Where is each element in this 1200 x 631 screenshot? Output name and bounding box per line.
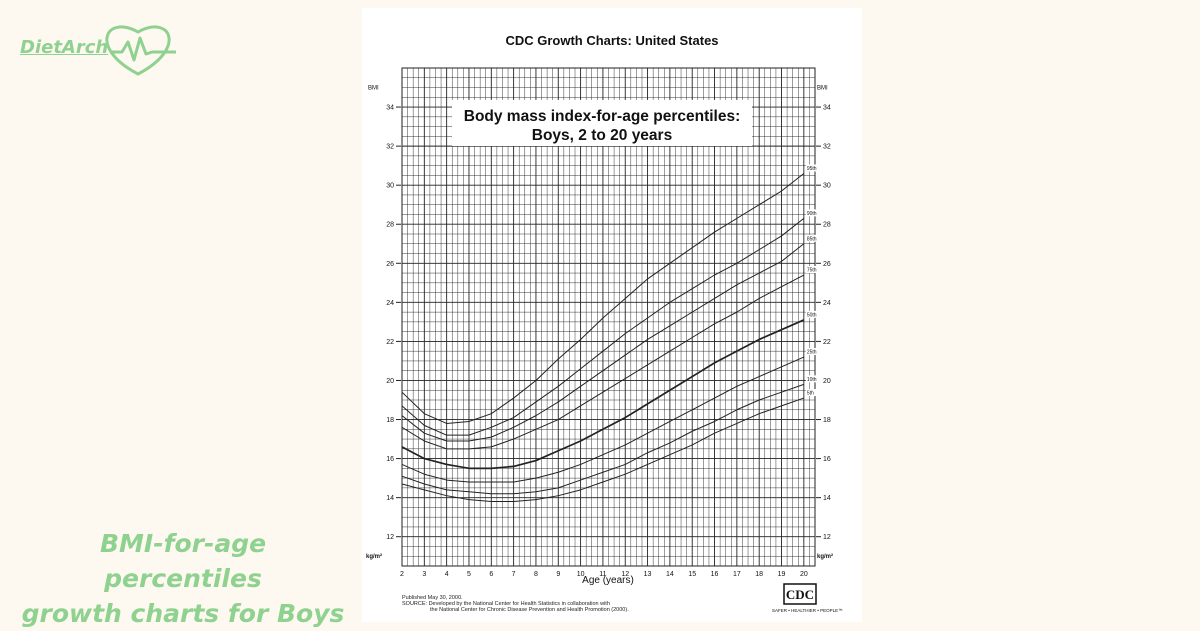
cdc-tagline: SAFER • HEALTHIER • PEOPLE™ — [772, 608, 843, 613]
y-tick-label-left: 20 — [386, 378, 394, 385]
x-tick-label: 7 — [512, 571, 516, 578]
series-label-bg-50th — [805, 310, 823, 318]
y-tick-label-left: 12 — [386, 534, 394, 541]
heart-pulse-icon — [105, 25, 176, 76]
chart-grid — [401, 67, 816, 567]
x-tick-label: 8 — [534, 571, 538, 578]
series-label-bg-5th — [805, 389, 823, 397]
series-label-10th: 10th — [807, 377, 817, 383]
bmi-chart: CDC Growth Charts: United States 12 12 14 1… — [366, 33, 843, 613]
y-tick-label-left: 22 — [386, 339, 394, 346]
y-tick-label-right: 18 — [823, 417, 831, 424]
page-caption: BMI-for-age percentiles growth charts fo… — [18, 526, 348, 631]
series-label-bg-95th — [805, 164, 823, 172]
caption-line-1: BMI-for-age percentiles — [99, 529, 267, 593]
y-tick-label-right: 12 — [823, 534, 831, 541]
series-label-bg-85th — [805, 234, 823, 242]
y-tick-label-right: 16 — [823, 456, 831, 463]
x-tick-label: 9 — [556, 571, 560, 578]
x-axis-label: Age (years) — [582, 575, 634, 586]
y-tick-label-left: 18 — [386, 417, 394, 424]
series-label-bg-10th — [805, 375, 823, 383]
y-tick-label-right: 20 — [823, 378, 831, 385]
x-tick-label: 18 — [755, 571, 763, 578]
y-tick-label-right: 22 — [823, 339, 831, 346]
y-axis-top-label-left: BMI — [368, 86, 379, 92]
series-line-5th — [401, 397, 805, 503]
series-label-50th: 50th — [807, 312, 817, 318]
y-tick-label-left: 30 — [386, 183, 394, 190]
y-tick-label-right: 30 — [823, 183, 831, 190]
y-tick-label-right: 24 — [823, 300, 831, 307]
chart-title-box — [452, 100, 752, 146]
x-tick-label: 13 — [644, 571, 652, 578]
brand-logo[interactable] — [18, 18, 188, 78]
series-label-bg-75th — [805, 266, 823, 274]
series-line-25th — [401, 356, 805, 483]
growth-chart-sheet: CDC Growth Charts: United States 12 12 14 1… — [362, 8, 862, 622]
y-tick-label-left: 14 — [386, 495, 394, 502]
x-tick-label: 3 — [422, 571, 426, 578]
series-label-90th: 90th — [807, 211, 817, 217]
series-line-85th — [401, 243, 805, 442]
y-axis-top-label-right: BMI — [817, 86, 828, 92]
brand-name: DietArch — [20, 37, 109, 58]
series-label-bg-25th — [805, 348, 823, 356]
x-tick-label: 5 — [467, 571, 471, 578]
y-tick-label-right: 14 — [823, 495, 831, 502]
series-label-bg-90th — [805, 209, 823, 217]
y-tick-label-right: 34 — [823, 105, 831, 112]
x-tick-label: 19 — [778, 571, 786, 578]
x-tick-label: 6 — [489, 571, 493, 578]
series-label-5th: 5th — [807, 391, 814, 397]
chart-title: Body mass index-for-age percentiles: — [464, 108, 741, 125]
y-tick-label-left: 24 — [386, 300, 394, 307]
caption-line-2: growth charts for Boys — [21, 599, 345, 628]
y-tick-label-left: 34 — [386, 105, 394, 112]
y-tick-label-right: 26 — [823, 261, 831, 268]
cdc-logo-text: CDC — [786, 587, 814, 602]
series-line-75th — [401, 274, 805, 450]
chart-subtitle: Boys, 2 to 20 years — [532, 127, 672, 144]
x-tick-label: 2 — [400, 571, 404, 578]
x-tick-label: 20 — [800, 571, 808, 578]
series-label-95th: 95th — [807, 166, 817, 172]
series-line-95th — [401, 173, 805, 424]
published-note: Published May 30, 2000. — [402, 595, 463, 601]
series-line-10th — [401, 383, 805, 495]
y-tick-label-right: 32 — [823, 144, 831, 151]
y-tick-label-left: 26 — [386, 261, 394, 268]
x-tick-label: 15 — [688, 571, 696, 578]
x-tick-label: 11 — [599, 571, 606, 578]
series-label-75th: 75th — [807, 268, 817, 274]
sheet-header: CDC Growth Charts: United States — [505, 33, 718, 48]
y-tick-label-left: 16 — [386, 456, 394, 463]
source-note-2: the National Center for Chronic Disease … — [430, 607, 629, 613]
series-label-25th: 25th — [807, 350, 817, 356]
series-line-90th — [401, 217, 805, 436]
x-tick-label: 10 — [577, 571, 585, 578]
x-tick-label: 12 — [621, 571, 629, 578]
percentile-curves: 95th 90th 85th 75th 50th 25th 10th 5th — [401, 164, 823, 503]
series-line-50th — [401, 319, 805, 470]
y-tick-label-right: 28 — [823, 222, 831, 229]
series-label-85th: 85th — [807, 236, 817, 242]
source-note-1: SOURCE: Developed by the National Center… — [402, 601, 610, 607]
x-tick-label: 14 — [666, 571, 674, 578]
y-axis-unit-left: kg/m² — [366, 553, 382, 560]
y-tick-label-left: 32 — [386, 144, 394, 151]
cdc-logo: CDC SAFER • HEALTHIER • PEOPLE™ — [772, 583, 843, 613]
x-tick-label: 4 — [445, 571, 449, 578]
y-axis-unit-right: kg/m² — [817, 553, 833, 560]
x-tick-label: 17 — [733, 571, 741, 578]
x-tick-label: 16 — [711, 571, 719, 578]
y-tick-label-left: 28 — [386, 222, 394, 229]
